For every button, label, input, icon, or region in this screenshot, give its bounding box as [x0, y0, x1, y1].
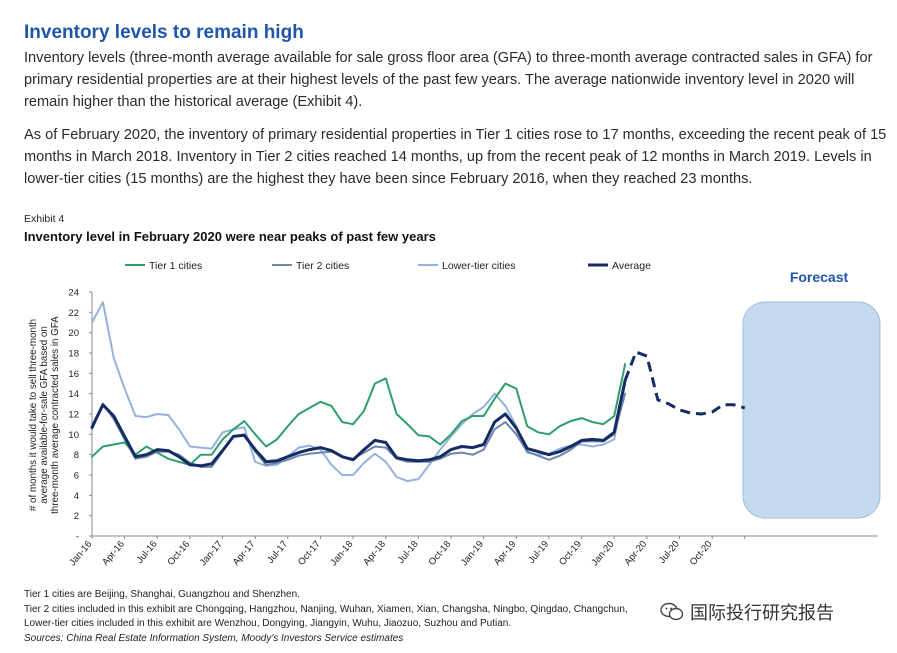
y-tick-label: 2	[74, 511, 79, 522]
watermark: 国际投行研究报告	[660, 599, 834, 625]
y-tick-label: 12	[68, 410, 79, 421]
y-axis-title-line: # of months it would take to sell three-…	[28, 319, 39, 511]
note-lower-tier: Lower-tier cities included in this exhib…	[24, 618, 512, 629]
series-line-average	[90, 378, 627, 468]
x-tick-label: Jul-18	[396, 539, 421, 566]
legend-label: Lower-tier cities	[442, 260, 516, 272]
y-tick-label: 10	[68, 430, 79, 441]
x-tick-label: Jul-20	[657, 539, 682, 566]
exhibit-label: Exhibit 4	[24, 213, 65, 225]
paragraph-1: Inventory levels (three-month average av…	[24, 50, 873, 110]
x-tick-label: Oct-19	[557, 539, 584, 568]
x-tick-label: Jan-18	[328, 539, 355, 568]
x-tick-label: Apr-17	[231, 539, 258, 568]
series-line-tier-1-cities	[91, 363, 627, 466]
chart-notes: Tier 1 cities are Beijing, Shanghai, Gua…	[24, 588, 628, 646]
y-axis-title-line: three-month average contracted sales in …	[50, 316, 61, 514]
x-tick-label: Oct-18	[427, 539, 454, 568]
chart-title: Inventory level in February 2020 were ne…	[24, 229, 436, 244]
x-tick-label: Jul-19	[526, 539, 551, 566]
x-tick-label: Oct-17	[296, 539, 323, 568]
y-axis-title: # of months it would take to sell three-…	[28, 316, 61, 514]
x-tick-label: Apr-19	[492, 539, 519, 568]
y-tick-label: 6	[74, 471, 79, 482]
y-tick-label: 20	[68, 328, 79, 339]
note-sources: Sources: China Real Estate Information S…	[24, 632, 404, 644]
x-tick-label: Apr-20	[622, 539, 649, 568]
wechat-icon	[660, 602, 684, 621]
x-tick-label: Apr-18	[361, 539, 388, 568]
section-heading: Inventory levels to remain high	[24, 22, 304, 43]
x-tick-label: Oct-20	[688, 539, 715, 568]
y-tick-label: 24	[68, 288, 79, 299]
x-tick-label: Jul-17	[265, 539, 290, 566]
x-tick-label: Jan-19	[459, 539, 486, 568]
y-tick-label: 4	[74, 491, 79, 502]
x-tick-label: Apr-16	[100, 539, 127, 568]
x-tick-label: Jul-16	[135, 539, 160, 566]
legend-label: Tier 2 cities	[296, 260, 349, 272]
series-line-average-forecast	[623, 350, 746, 416]
note-tier2: Tier 2 cities included in this exhibit a…	[24, 603, 628, 615]
x-tick-label: Jan-20	[589, 539, 616, 568]
forecast-region	[742, 301, 881, 519]
y-tick-label: 16	[68, 369, 79, 380]
y-tick-label: 22	[68, 308, 79, 319]
y-tick-label: 18	[68, 349, 79, 360]
note-tier1: Tier 1 cities are Beijing, Shanghai, Gua…	[24, 589, 300, 600]
forecast-label: Forecast	[790, 269, 849, 285]
x-tick-label: Jan-17	[198, 539, 225, 568]
watermark-text: 国际投行研究报告	[690, 603, 834, 623]
paragraph-2: As of February 2020, the inventory of pr…	[24, 127, 887, 187]
y-tick-label: -	[76, 532, 79, 543]
y-tick-label: 14	[68, 389, 79, 400]
legend-label: Tier 1 cities	[149, 260, 202, 272]
y-tick-label: 8	[74, 450, 79, 461]
legend-label: Average	[612, 260, 651, 272]
y-axis-title-line: average available-for-sale GFA based on	[39, 326, 50, 504]
x-tick-label: Oct-16	[165, 539, 192, 568]
x-tick-label: Jan-16	[67, 539, 94, 568]
